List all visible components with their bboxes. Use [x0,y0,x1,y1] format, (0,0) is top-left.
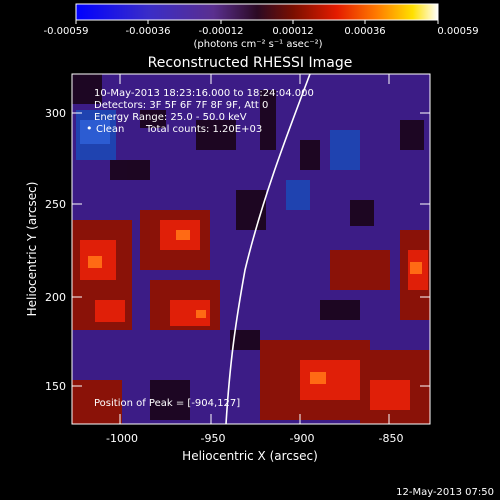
x-tick-label: -1000 [106,432,138,445]
plot-title: Reconstructed RHESSI Image [148,55,353,71]
x-tick-label: -900 [290,432,315,445]
colorbar-tick-label: 0.00036 [344,26,385,37]
bullet-icon: • [86,122,93,135]
total-counts-text: Total counts: 1.20E+03 [145,124,262,135]
colorbar [75,3,439,21]
y-tick-label: 250 [45,198,66,211]
colorbar-tick-label: -0.00036 [126,26,171,37]
detectors-text: Detectors: 3F 5F 6F 7F 8F 9F, Att 0 [94,100,268,111]
colorbar-tick-label: -0.00012 [199,26,244,37]
y-tick-label: 200 [45,291,66,304]
energy-range-text: Energy Range: 25.0 - 50.0 keV [94,112,247,123]
colorbar-tick-label: 0.00012 [272,26,313,37]
x-tick-label: -950 [201,432,226,445]
solar-limb-line [225,74,311,424]
y-tick-label: 150 [45,380,66,393]
footer-timestamp: 12-May-2013 07:50 [396,487,494,498]
y-axis-ticks [72,112,430,387]
peak-position-text: Position of Peak = [-904,127] [94,398,240,409]
rhessi-image [72,74,430,424]
time-range-text: 10-May-2013 18:23:16.000 to 18:24:04.000 [94,88,314,99]
x-tick-label: -850 [379,432,404,445]
plot-frame [71,73,431,425]
x-axis-ticks [119,74,390,424]
y-axis-label: Heliocentric Y (arcsec) [25,182,39,317]
colorbar-tick-label: 0.00059 [437,26,478,37]
algorithm-text: Clean [96,124,124,135]
colorbar-unit-label: (photons cm⁻² s⁻¹ asec⁻²) [193,39,322,50]
y-tick-label: 300 [45,107,66,120]
x-axis-label: Heliocentric X (arcsec) [182,449,318,463]
colorbar-tick-label: -0.00059 [44,26,89,37]
colorbar-ticks [75,20,439,24]
